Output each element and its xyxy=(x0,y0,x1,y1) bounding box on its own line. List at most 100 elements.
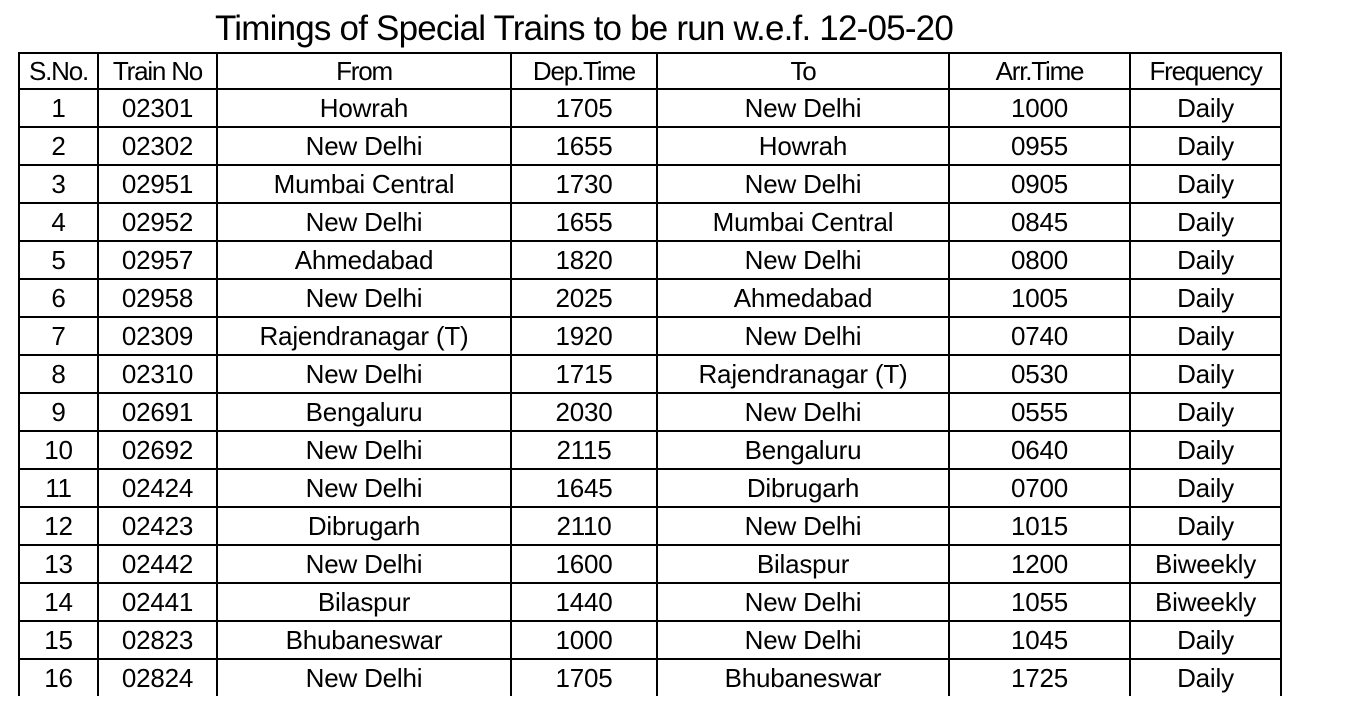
cell-frequency: Daily xyxy=(1129,164,1282,204)
cell-train-no: 02424 xyxy=(97,468,218,508)
cell-arr-time: 1000 xyxy=(948,88,1131,128)
cell-train-no: 02951 xyxy=(97,164,218,204)
cell-dep-time: 1715 xyxy=(510,354,658,394)
cell-dep-time: 2030 xyxy=(510,392,658,432)
header-to: To xyxy=(656,52,950,90)
cell-arr-time: 0740 xyxy=(948,316,1131,356)
cell-frequency: Daily xyxy=(1129,278,1282,318)
header-from: From xyxy=(216,52,512,90)
table-row: 13 02442 New Delhi 1600 Bilaspur 1200 Biweekly xyxy=(18,544,1282,584)
cell-frequency: Daily xyxy=(1129,430,1282,470)
cell-train-no: 02442 xyxy=(97,544,218,584)
cell-from: Mumbai Central xyxy=(216,164,512,204)
cell-dep-time: 2110 xyxy=(510,506,658,546)
table-row: 16 02824 New Delhi 1705 Bhubaneswar 1725 Daily xyxy=(18,658,1282,696)
cell-sno: 7 xyxy=(18,316,99,356)
cell-to: Ahmedabad xyxy=(656,278,950,318)
cell-from: Rajendranagar (T) xyxy=(216,316,512,356)
cell-from: Bhubaneswar xyxy=(216,620,512,660)
cell-to: New Delhi xyxy=(656,164,950,204)
cell-arr-time: 0640 xyxy=(948,430,1131,470)
cell-arr-time: 1200 xyxy=(948,544,1131,584)
cell-arr-time: 0700 xyxy=(948,468,1131,508)
table-row: 9 02691 Bengaluru 2030 New Delhi 0555 Daily xyxy=(18,392,1282,432)
table-header: S.No. Train No From Dep.Time To Arr.Time… xyxy=(18,52,1282,90)
cell-train-no: 02309 xyxy=(97,316,218,356)
cell-sno: 4 xyxy=(18,202,99,242)
cell-arr-time: 0555 xyxy=(948,392,1131,432)
cell-from: New Delhi xyxy=(216,126,512,166)
cell-from: Howrah xyxy=(216,88,512,128)
cell-train-no: 02310 xyxy=(97,354,218,394)
cell-sno: 11 xyxy=(18,468,99,508)
cell-train-no: 02824 xyxy=(97,658,218,696)
cell-frequency: Daily xyxy=(1129,392,1282,432)
header-row: S.No. Train No From Dep.Time To Arr.Time… xyxy=(18,52,1282,90)
table-row: 11 02424 New Delhi 1645 Dibrugarh 0700 Daily xyxy=(18,468,1282,508)
cell-dep-time: 2025 xyxy=(510,278,658,318)
cell-from: New Delhi xyxy=(216,658,512,696)
cell-frequency: Daily xyxy=(1129,506,1282,546)
cell-frequency: Daily xyxy=(1129,202,1282,242)
table-row: 12 02423 Dibrugarh 2110 New Delhi 1015 Daily xyxy=(18,506,1282,546)
cell-sno: 13 xyxy=(18,544,99,584)
header-arr-time: Arr.Time xyxy=(948,52,1131,90)
cell-from: Bilaspur xyxy=(216,582,512,622)
cell-arr-time: 1015 xyxy=(948,506,1131,546)
cell-frequency: Daily xyxy=(1129,620,1282,660)
header-train-no: Train No xyxy=(97,52,218,90)
table-row: 1 02301 Howrah 1705 New Delhi 1000 Daily xyxy=(18,88,1282,128)
cell-to: Rajendranagar (T) xyxy=(656,354,950,394)
cell-sno: 15 xyxy=(18,620,99,660)
cell-arr-time: 1055 xyxy=(948,582,1131,622)
cell-to: Bengaluru xyxy=(656,430,950,470)
table-row: 5 02957 Ahmedabad 1820 New Delhi 0800 Daily xyxy=(18,240,1282,280)
table-row: 6 02958 New Delhi 2025 Ahmedabad 1005 Daily xyxy=(18,278,1282,318)
cell-arr-time: 0800 xyxy=(948,240,1131,280)
cell-to: Dibrugarh xyxy=(656,468,950,508)
cell-to: New Delhi xyxy=(656,506,950,546)
page-title: Timings of Special Trains to be run w.e.… xyxy=(214,9,954,48)
cell-from: Bengaluru xyxy=(216,392,512,432)
cell-dep-time: 1705 xyxy=(510,88,658,128)
table-body: 1 02301 Howrah 1705 New Delhi 1000 Daily 2 02302… xyxy=(18,88,1282,696)
cell-frequency: Daily xyxy=(1129,468,1282,508)
cell-to: New Delhi xyxy=(656,88,950,128)
cell-to: New Delhi xyxy=(656,392,950,432)
table-row: 3 02951 Mumbai Central 1730 New Delhi 0905 Dai… xyxy=(18,164,1282,204)
cell-sno: 5 xyxy=(18,240,99,280)
cell-dep-time: 2115 xyxy=(510,430,658,470)
cell-from: New Delhi xyxy=(216,202,512,242)
train-timings-table: S.No. Train No From Dep.Time To Arr.Time… xyxy=(18,52,1282,696)
cell-to: New Delhi xyxy=(656,316,950,356)
cell-sno: 9 xyxy=(18,392,99,432)
table-row: 8 02310 New Delhi 1715 Rajendranagar (T) 0530… xyxy=(18,354,1282,394)
cell-frequency: Daily xyxy=(1129,126,1282,166)
cell-sno: 2 xyxy=(18,126,99,166)
cell-sno: 3 xyxy=(18,164,99,204)
cell-to: New Delhi xyxy=(656,240,950,280)
cell-frequency: Daily xyxy=(1129,88,1282,128)
cell-arr-time: 0845 xyxy=(948,202,1131,242)
cell-from: Dibrugarh xyxy=(216,506,512,546)
cell-arr-time: 1725 xyxy=(948,658,1131,696)
cell-train-no: 02823 xyxy=(97,620,218,660)
cell-dep-time: 1655 xyxy=(510,126,658,166)
cell-dep-time: 1820 xyxy=(510,240,658,280)
header-sno: S.No. xyxy=(18,52,99,90)
table-row: 15 02823 Bhubaneswar 1000 New Delhi 1045 Daily xyxy=(18,620,1282,660)
table-row: 7 02309 Rajendranagar (T) 1920 New Delhi 0740… xyxy=(18,316,1282,356)
cell-to: Mumbai Central xyxy=(656,202,950,242)
cell-to: Bilaspur xyxy=(656,544,950,584)
cell-to: New Delhi xyxy=(656,582,950,622)
cell-train-no: 02957 xyxy=(97,240,218,280)
cell-arr-time: 0955 xyxy=(948,126,1131,166)
cell-frequency: Biweekly xyxy=(1129,544,1282,584)
cell-sno: 12 xyxy=(18,506,99,546)
cell-sno: 1 xyxy=(18,88,99,128)
table-row: 10 02692 New Delhi 2115 Bengaluru 0640 Daily xyxy=(18,430,1282,470)
cell-sno: 6 xyxy=(18,278,99,318)
cell-train-no: 02952 xyxy=(97,202,218,242)
cell-sno: 14 xyxy=(18,582,99,622)
cell-dep-time: 1000 xyxy=(510,620,658,660)
